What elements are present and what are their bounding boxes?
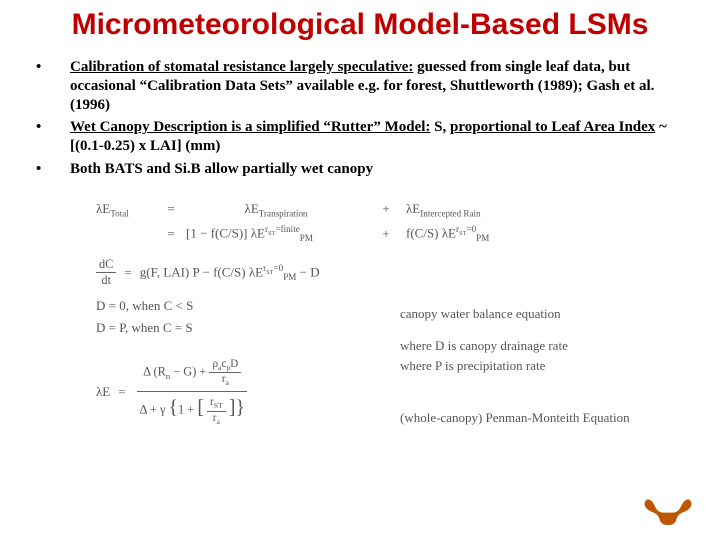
eq2-right: f(C/S) λErST=0PM: [406, 224, 566, 243]
equals-sign: =: [156, 201, 186, 217]
title-text: Micrometeorological Model-Based LSMs: [72, 8, 649, 41]
plus-sign: +: [366, 201, 406, 217]
eq6-main-frac: Δ (Rn − G) + ρacpD ra Δ + γ {1 + [ rST r…: [134, 354, 251, 430]
bullet-marker: •: [36, 118, 70, 156]
eq1-lhs: λETotal: [96, 201, 156, 219]
bullet-item: •Both BATS and Si.B allow partially wet …: [36, 160, 684, 179]
bullet-text: Both BATS and Si.B allow partially wet c…: [70, 160, 684, 179]
eq5-desc: where P is precipitation rate: [400, 358, 545, 374]
equations-block: λETotal = λETranspiration + λEIntercepte…: [96, 201, 660, 430]
longhorn-path: [645, 499, 692, 525]
eq1-mid: λETranspiration: [186, 201, 366, 219]
equation-row-3: dC dt = g(F, LAI) P − f(C/S) λErST=0PM −…: [96, 257, 660, 288]
eq3-rhs: g(F, LAI) P − f(C/S) λErST=0PM − D: [140, 263, 320, 282]
eq6-lhs: λE: [96, 384, 110, 400]
bullet-list: •Calibration of stomatal resistance larg…: [36, 58, 684, 179]
equation-row-1: λETotal = λETranspiration + λEIntercepte…: [96, 201, 660, 219]
bullet-text: Wet Canopy Description is a simplified “…: [70, 118, 684, 156]
eq3-desc: canopy water balance equation: [400, 306, 561, 322]
bullet-text: Calibration of stomatal resistance large…: [70, 58, 684, 114]
eq2-mid: [1 − f(C/S)] λErST=finitePM: [186, 224, 366, 243]
equation-row-4: D = 0, when C < S: [96, 298, 660, 314]
eq4-desc: where D is canopy drainage rate: [400, 338, 568, 354]
bullet-item: •Wet Canopy Description is a simplified …: [36, 118, 684, 156]
eq1-right: λEIntercepted Rain: [406, 201, 566, 219]
page-title: Micrometeorological Model-Based LSMs: [0, 0, 720, 42]
equals-sign: =: [110, 384, 133, 400]
bullet-item: •Calibration of stomatal resistance larg…: [36, 58, 684, 114]
equation-row-5: D = P, when C = S: [96, 320, 660, 336]
eq6-desc: (whole-canopy) Penman-Monteith Equation: [400, 410, 630, 426]
eq3-lhs-frac: dC dt: [96, 257, 116, 288]
bullet-marker: •: [36, 58, 70, 114]
plus-sign: +: [366, 226, 406, 242]
longhorn-logo: [642, 495, 694, 530]
bullet-marker: •: [36, 160, 70, 179]
equals-sign: =: [156, 226, 186, 242]
equals-sign: =: [116, 265, 139, 281]
equation-row-2: = [1 − f(C/S)] λErST=finitePM + f(C/S) λ…: [96, 224, 660, 243]
